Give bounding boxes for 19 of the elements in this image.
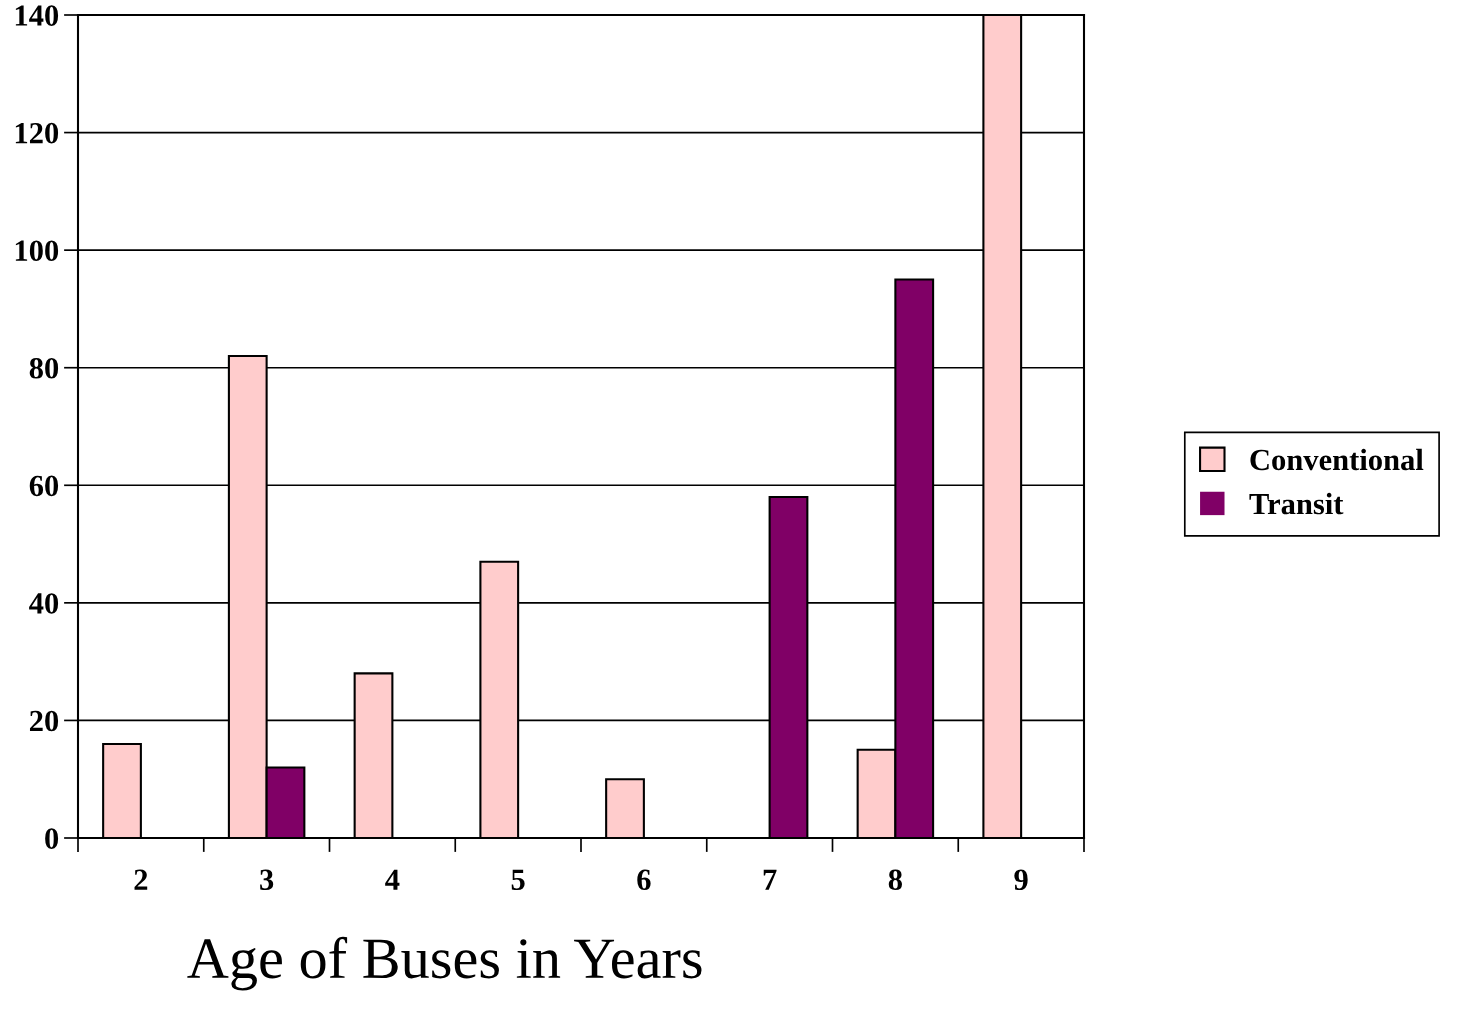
- x-tick-label: 2: [134, 869, 148, 890]
- x-tick-label: 7: [763, 869, 777, 890]
- legend-label: Transit: [1249, 492, 1344, 515]
- x-tick-label: 6: [637, 869, 651, 891]
- y-tick-label: 80: [29, 358, 59, 379]
- x-axis-title: Age of Buses in Years: [187, 936, 702, 991]
- x-tick-label: 4: [385, 869, 400, 890]
- y-tick-label: 20: [29, 710, 59, 732]
- y-tick-label: 60: [29, 475, 59, 497]
- x-tick-label: 3: [260, 869, 274, 891]
- y-tick-label: 0: [45, 828, 59, 849]
- x-tick-label: 5: [511, 869, 525, 891]
- y-tick-label: 120: [15, 122, 59, 144]
- y-tick-label: 100: [15, 240, 59, 262]
- x-tick-label: 8: [888, 869, 902, 891]
- legend-label: Conventional: [1250, 448, 1424, 471]
- x-tick-label: 9: [1014, 869, 1028, 891]
- y-tick-label: 140: [15, 5, 59, 26]
- y-tick-label: 40: [29, 593, 59, 614]
